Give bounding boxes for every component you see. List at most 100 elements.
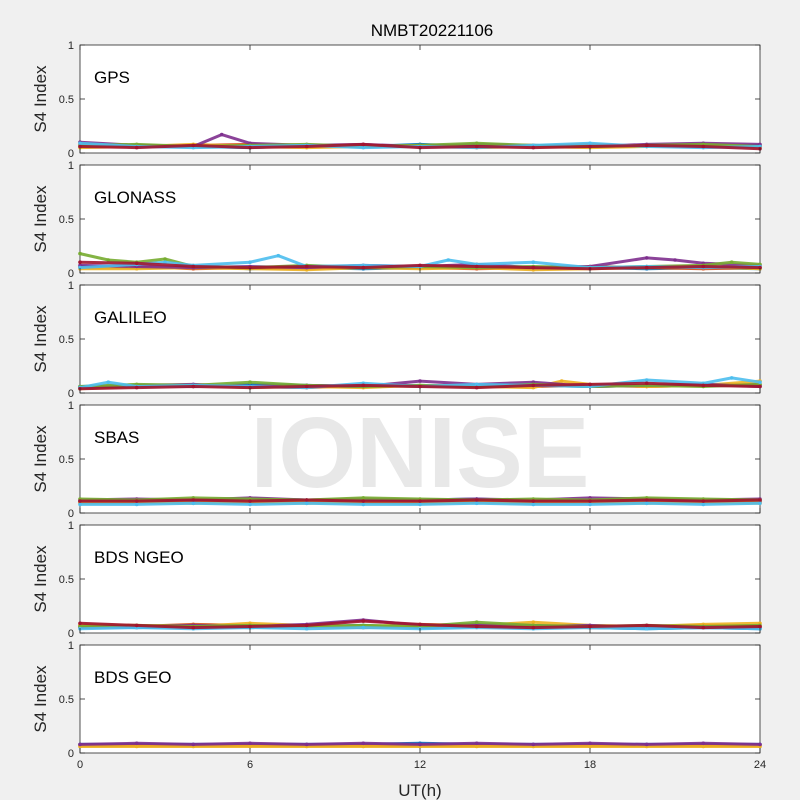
- plot-area: [79, 644, 761, 754]
- data-point: [78, 621, 82, 626]
- x-tick-label: 18: [584, 759, 596, 771]
- data-point: [248, 385, 252, 390]
- data-point: [474, 620, 479, 624]
- data-point: [758, 624, 762, 629]
- data-point: [304, 144, 309, 149]
- data-point: [361, 619, 366, 623]
- chart-title: NMBT20221106: [371, 21, 494, 40]
- data-point: [106, 380, 111, 385]
- panel-label: GALILEO: [94, 308, 167, 327]
- data-point: [588, 624, 592, 629]
- x-tick-label: 6: [247, 759, 253, 771]
- data-point: [134, 623, 139, 628]
- data-point: [644, 143, 649, 148]
- data-point: [248, 260, 252, 265]
- data-point: [361, 499, 366, 503]
- panel: 0 0.5 1 S4 Index SBAS: [31, 400, 762, 520]
- data-point: [191, 625, 196, 630]
- data-point: [361, 744, 366, 749]
- y-tick-label: 0.5: [59, 694, 74, 706]
- data-point: [134, 502, 139, 507]
- data-point: [361, 265, 366, 270]
- data-point: [644, 381, 649, 386]
- x-tick-label: 24: [754, 759, 766, 771]
- data-point: [588, 741, 592, 746]
- data-point: [701, 383, 706, 388]
- data-point: [644, 498, 649, 502]
- data-point: [418, 384, 422, 389]
- data-point: [361, 383, 366, 388]
- data-point: [474, 141, 479, 146]
- data-point: [588, 382, 592, 387]
- plot-area: [79, 44, 761, 154]
- y-axis-label: S4 Index: [31, 665, 50, 733]
- data-point: [701, 264, 706, 269]
- data-point: [531, 742, 536, 747]
- data-point: [78, 251, 82, 256]
- y-tick-label: 1: [68, 640, 74, 652]
- y-tick-label: 0: [68, 748, 74, 760]
- data-point: [644, 626, 649, 631]
- data-point: [531, 265, 536, 270]
- data-point: [418, 499, 422, 503]
- data-point: [758, 380, 762, 385]
- data-point: [474, 382, 479, 387]
- data-point: [531, 620, 536, 624]
- data-point: [134, 741, 139, 746]
- data-point: [474, 741, 479, 746]
- data-point: [304, 501, 309, 506]
- data-point: [248, 145, 252, 150]
- data-point: [474, 624, 479, 629]
- data-point: [758, 498, 762, 502]
- y-axis-label: S4 Index: [31, 65, 50, 133]
- data-point: [361, 741, 366, 746]
- data-point: [474, 744, 479, 749]
- data-point: [78, 742, 82, 747]
- data-point: [134, 385, 139, 390]
- data-point: [248, 744, 252, 749]
- data-point: [78, 260, 82, 265]
- plot-area: [79, 524, 761, 634]
- data-point: [304, 498, 309, 502]
- y-tick-label: 1: [68, 160, 74, 172]
- panel-label: BDS GEO: [94, 668, 171, 687]
- watermark: IONISE: [251, 397, 590, 509]
- x-tick-label: 0: [77, 759, 83, 771]
- y-axis-label: S4 Index: [31, 545, 50, 613]
- panel-label: GLONASS: [94, 188, 176, 207]
- data-point: [701, 502, 706, 507]
- data-point: [134, 261, 139, 266]
- panel-label: BDS NGEO: [94, 548, 184, 567]
- data-point: [78, 144, 82, 149]
- data-point: [361, 142, 366, 147]
- data-point: [701, 144, 706, 149]
- panel: 0 0.5 1 S4 Index BDS NGEO: [31, 520, 762, 640]
- data-point: [531, 499, 536, 503]
- data-point: [191, 742, 196, 747]
- y-tick-label: 0.5: [59, 214, 74, 226]
- data-point: [134, 744, 139, 749]
- data-point: [304, 742, 309, 747]
- data-point: [134, 145, 139, 150]
- data-point: [588, 144, 592, 149]
- data-point: [191, 501, 196, 506]
- data-point: [701, 741, 706, 746]
- data-point: [78, 141, 82, 146]
- data-point: [191, 264, 196, 269]
- panel: 0 0.5 1 S4 Index GPS: [31, 40, 762, 160]
- data-point: [248, 741, 252, 746]
- y-tick-label: 0: [68, 268, 74, 280]
- data-point: [758, 265, 762, 270]
- data-point: [248, 265, 252, 270]
- data-point: [446, 258, 451, 262]
- data-point: [474, 264, 479, 269]
- data-point: [474, 385, 479, 390]
- data-point: [78, 502, 82, 507]
- y-tick-label: 1: [68, 400, 74, 412]
- data-point: [219, 132, 224, 137]
- data-point: [248, 499, 252, 503]
- data-point: [531, 260, 536, 265]
- data-point: [701, 625, 706, 630]
- data-point: [304, 384, 309, 389]
